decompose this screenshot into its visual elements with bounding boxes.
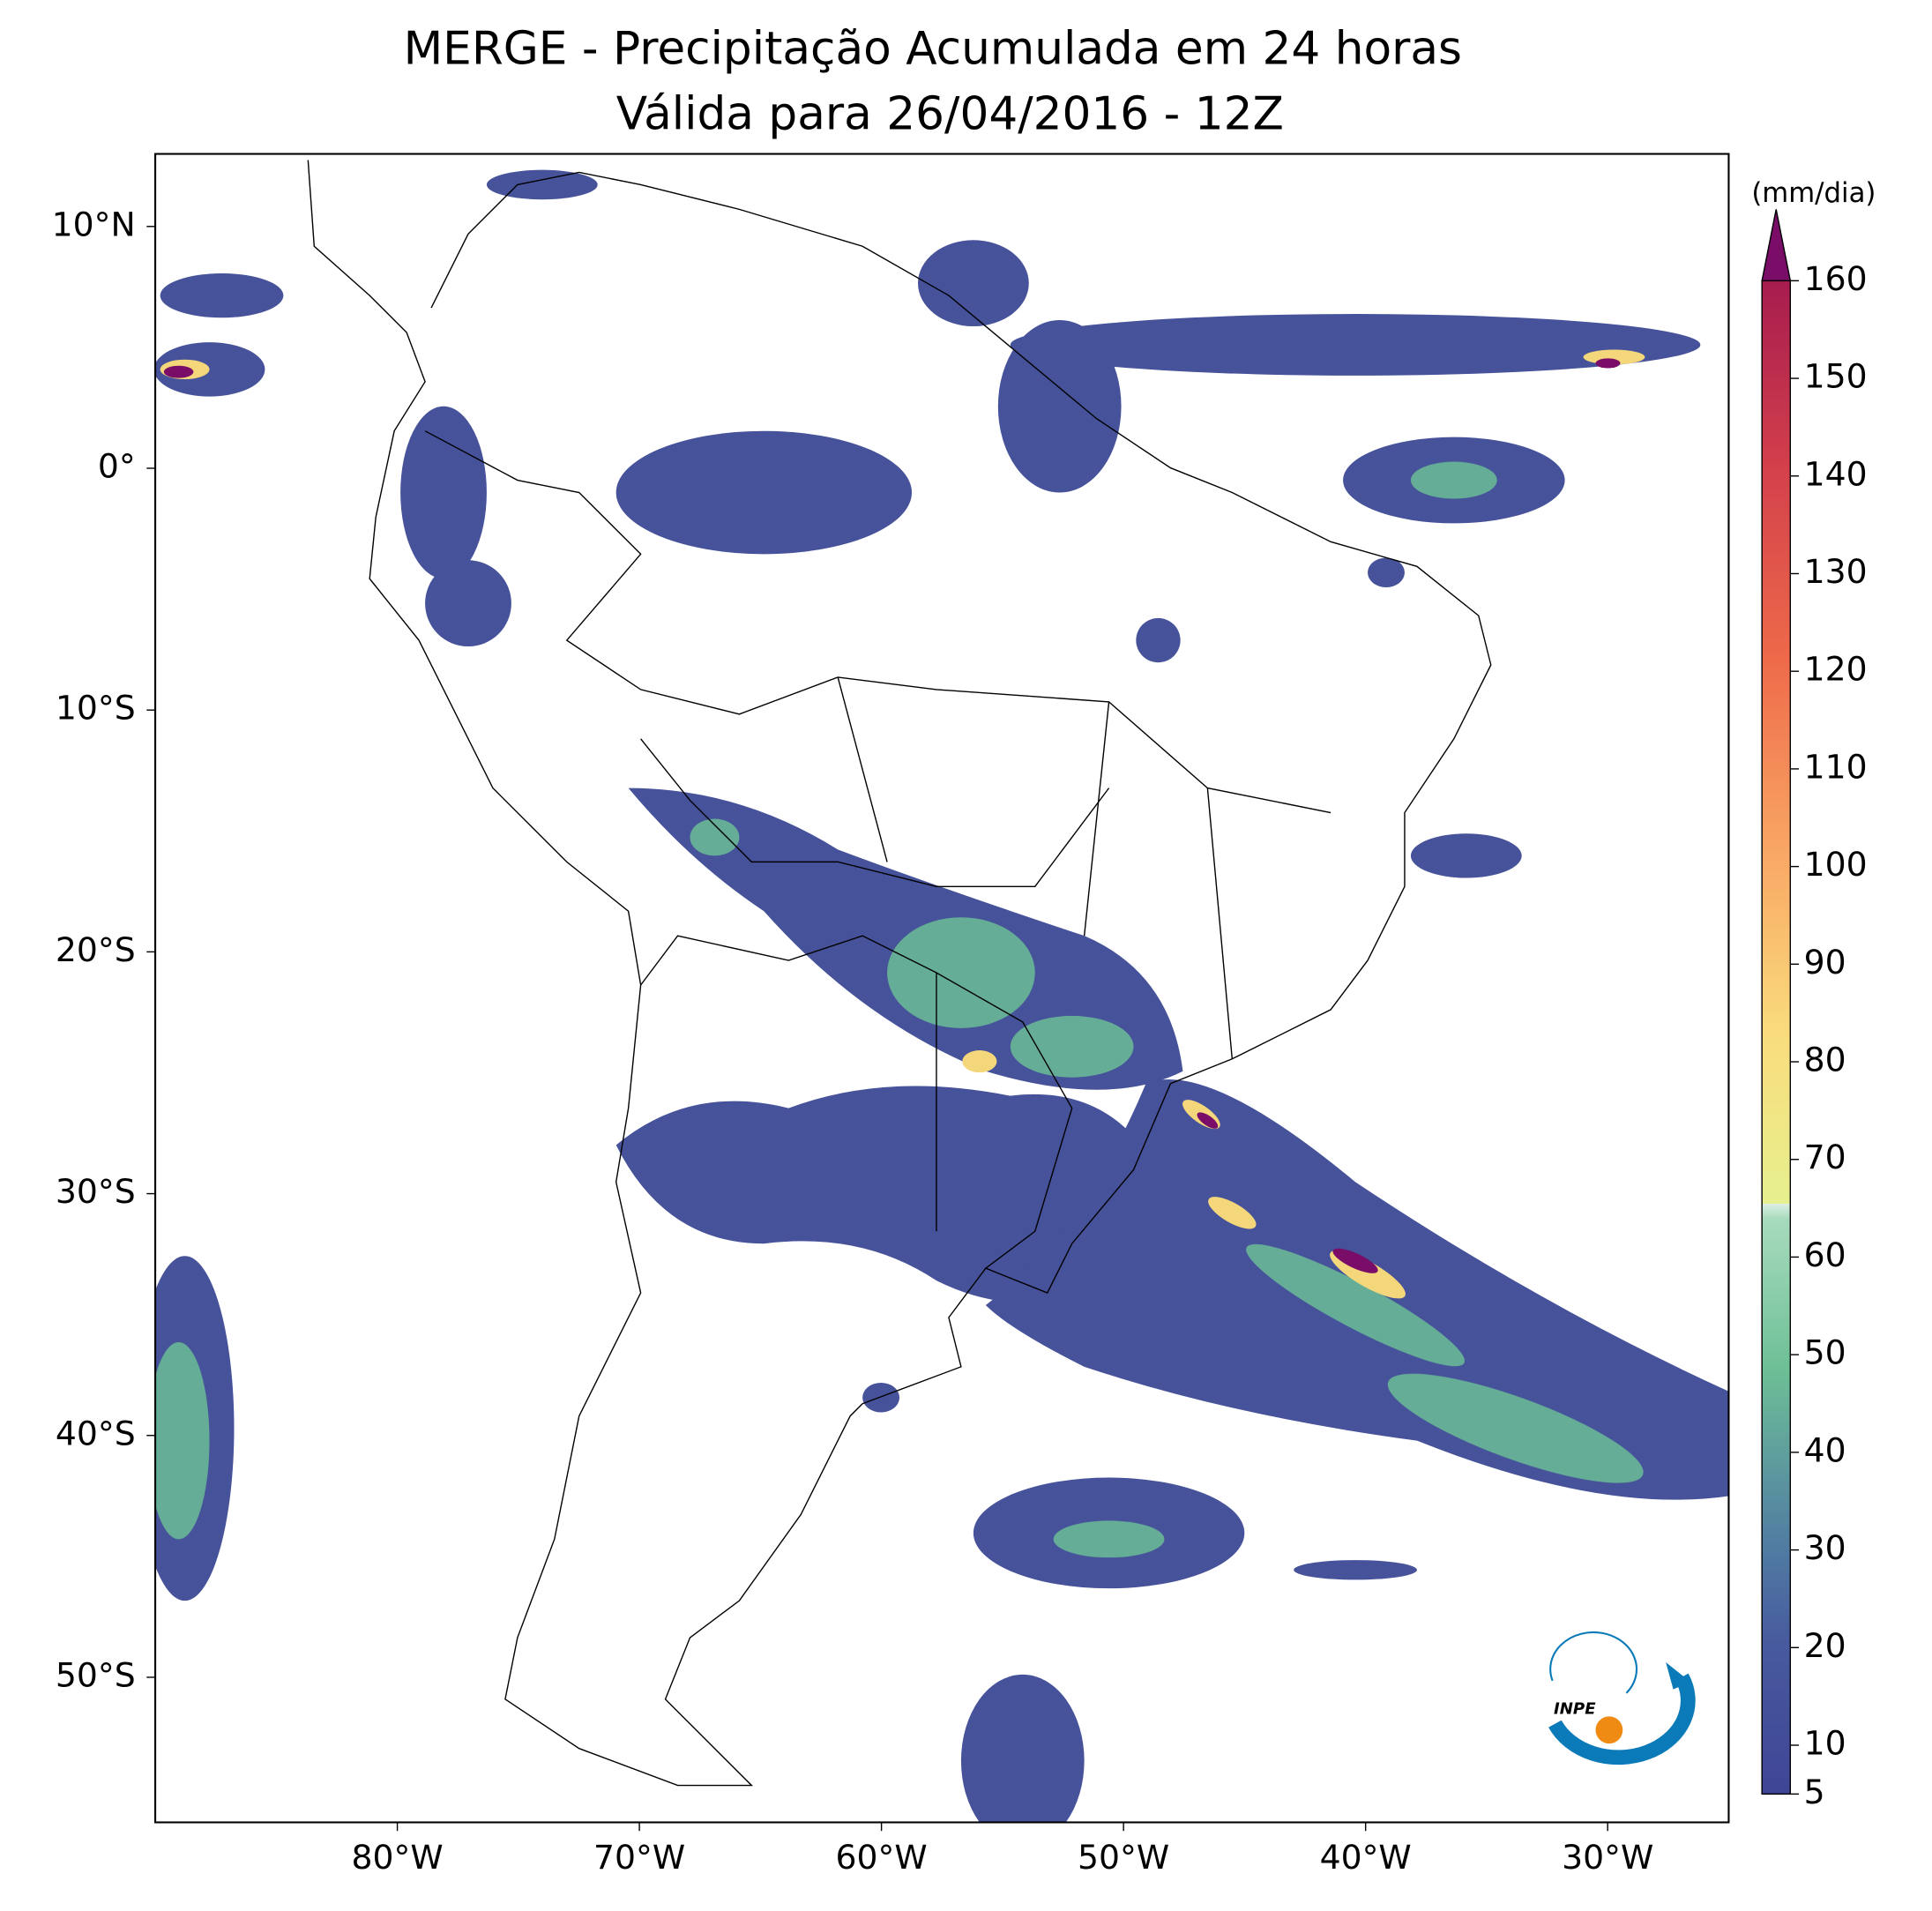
inpe-logo: INPE — [1548, 1631, 1696, 1765]
y-tick-label: 0° — [98, 446, 136, 485]
logo-text: INPE — [1554, 1700, 1596, 1719]
colorbar-tick-label: 40 — [1804, 1430, 1846, 1469]
colorbar — [1761, 280, 1792, 1795]
x-tick-label: 80°W — [352, 1838, 444, 1877]
y-tick-label: 50°S — [56, 1655, 136, 1694]
x-tick-label: 60°W — [836, 1838, 928, 1877]
colorbar-tick-label: 140 — [1804, 454, 1868, 493]
colorbar-tick-label: 5 — [1804, 1773, 1825, 1811]
x-tick-label: 40°W — [1320, 1838, 1412, 1877]
colorbar-tick-label: 90 — [1804, 943, 1846, 982]
ticks: 80°W 70°W 60°W 50°W 40°W 30°W 10°N 0° 10°S 20°S 30… — [52, 205, 1868, 1877]
title: MERGE - Precipitação Acumulada em 24 hor… — [404, 23, 1462, 76]
x-tick-label: 30°W — [1562, 1838, 1653, 1877]
colorbar-tick-label: 150 — [1804, 357, 1868, 396]
colorbar-tick-label: 110 — [1804, 747, 1868, 786]
subtitle: Válida para 26/04/2016 - 12Z — [616, 88, 1284, 141]
colorbar-tick-label: 10 — [1804, 1724, 1846, 1763]
colorbar-tick-label: 70 — [1804, 1138, 1846, 1176]
colorbar-tick-label: 30 — [1804, 1528, 1846, 1567]
precipitation-field — [155, 160, 1729, 1823]
colorbar-tick-label: 60 — [1804, 1235, 1846, 1274]
y-tick-label: 10°N — [52, 205, 136, 243]
y-tick-label: 40°S — [56, 1414, 136, 1452]
map-frame — [154, 153, 1730, 1824]
x-tick-label: 50°W — [1078, 1838, 1169, 1877]
colorbar-tick-label: 130 — [1804, 552, 1868, 591]
colorbar-tick-label: 20 — [1804, 1626, 1846, 1665]
colorbar-tick-label: 120 — [1804, 650, 1868, 689]
colorbar-tick-label: 160 — [1804, 259, 1868, 298]
colorbar-tick-label: 100 — [1804, 845, 1868, 884]
y-tick-label: 30°S — [56, 1172, 136, 1211]
colorbar-extend — [1761, 209, 1792, 282]
x-tick-label: 70°W — [593, 1838, 685, 1877]
colorbar-tick-label: 50 — [1804, 1333, 1846, 1372]
colorbar-unit: (mm/dia) — [1751, 177, 1876, 209]
y-tick-label: 10°S — [56, 689, 136, 728]
colorbar-tick-label: 80 — [1804, 1041, 1846, 1079]
y-tick-label: 20°S — [56, 930, 136, 969]
